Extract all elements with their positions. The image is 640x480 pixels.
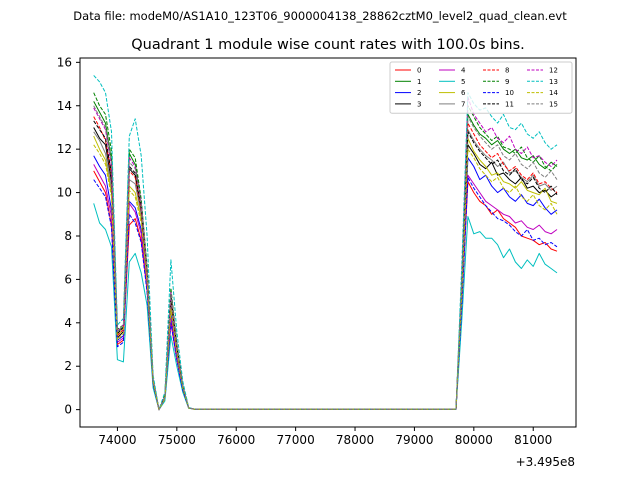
legend-label-4: 4 (461, 67, 466, 75)
y-tick-label: 2 (64, 359, 72, 373)
chart-title: Quadrant 1 module wise count rates with … (131, 37, 525, 53)
y-tick-label: 4 (64, 316, 72, 330)
series-line-1 (93, 101, 558, 411)
legend-label-0: 0 (417, 67, 421, 75)
x-tick-label: 76000 (217, 433, 255, 447)
legend-label-12: 12 (549, 67, 558, 75)
x-tick-label: 79000 (395, 433, 433, 447)
series-line-14 (93, 144, 558, 411)
x-axis-offset-label: +3.495e8 (516, 455, 575, 469)
y-tick-label: 6 (64, 272, 72, 286)
legend-label-1: 1 (417, 78, 421, 86)
plot-area: 74000 75000 76000 77000 78000 79000 80000 81000… (57, 55, 577, 469)
y-axis: 0 2 4 6 8 10 12 14 16 (57, 55, 80, 417)
y-tick-label: 0 (64, 403, 72, 417)
series-line-7 (93, 129, 558, 411)
legend-label-5: 5 (461, 78, 465, 86)
series-line-2 (93, 155, 558, 411)
legend-label-13: 13 (549, 78, 558, 86)
series-line-0 (93, 170, 558, 411)
legend-label-7: 7 (461, 100, 465, 108)
series-line-10 (93, 176, 558, 411)
legend-label-11: 11 (505, 100, 514, 108)
y-tick-label: 14 (57, 99, 72, 113)
series-line-4 (93, 164, 558, 411)
y-tick-label: 16 (57, 55, 72, 69)
series-line-13 (93, 75, 558, 411)
x-tick-label: 80000 (455, 433, 493, 447)
y-tick-label: 8 (64, 229, 72, 243)
legend-label-10: 10 (505, 89, 514, 97)
x-tick-label: 77000 (277, 433, 315, 447)
legend-label-14: 14 (549, 89, 558, 97)
x-axis: 74000 75000 76000 77000 78000 79000 80000 81000 (98, 427, 552, 447)
legend-label-2: 2 (417, 89, 421, 97)
y-tick-label: 12 (57, 142, 72, 156)
series-line-8 (93, 116, 558, 411)
legend-label-15: 15 (549, 100, 558, 108)
data-file-label: Data file: modeM0/AS1A10_123T06_90000041… (73, 9, 567, 23)
axes-frame (79, 57, 577, 428)
x-tick-label: 78000 (336, 433, 374, 447)
legend-label-3: 3 (417, 100, 421, 108)
series-line-5 (93, 203, 558, 411)
legend-label-6: 6 (461, 89, 466, 97)
series-line-11 (93, 120, 558, 411)
x-tick-label: 75000 (158, 433, 196, 447)
y-tick-label: 10 (57, 186, 72, 200)
series-line-12 (93, 96, 558, 411)
x-tick-label: 74000 (98, 433, 136, 447)
x-tick-label: 81000 (514, 433, 552, 447)
series-layer (93, 75, 558, 411)
legend-frame (389, 61, 573, 114)
legend-label-8: 8 (505, 67, 509, 75)
legend-label-9: 9 (505, 78, 509, 86)
series-line-15 (93, 105, 558, 411)
